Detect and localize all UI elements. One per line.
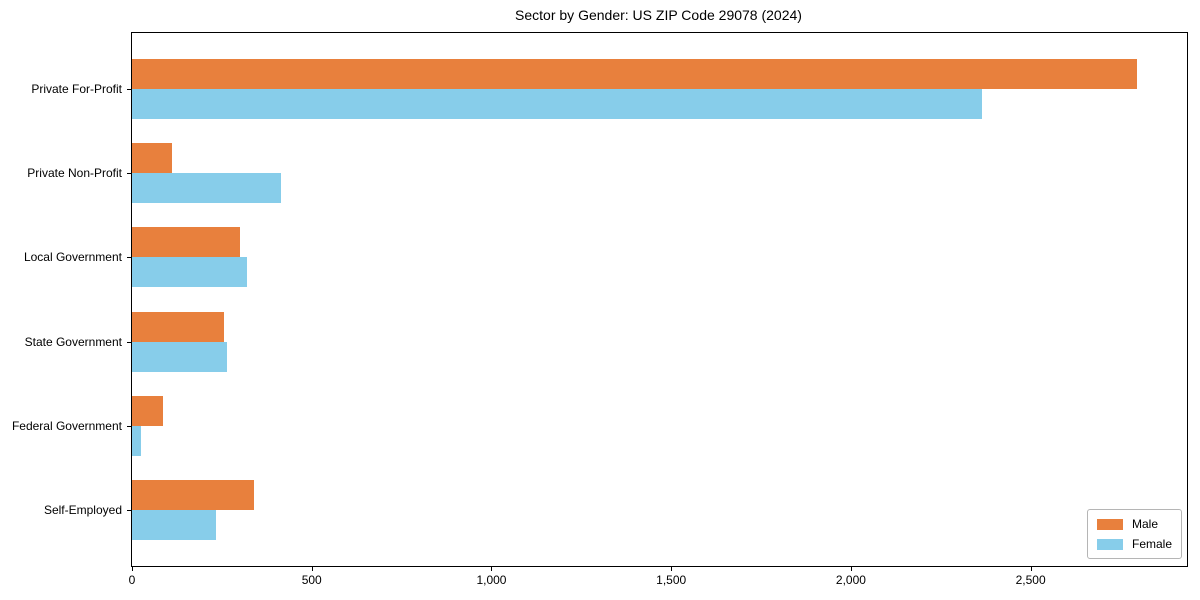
bar-male-2 — [132, 143, 172, 174]
x-tick-mark — [1030, 567, 1032, 571]
legend: Male Female — [1086, 509, 1182, 559]
y-tick-mark — [127, 341, 131, 343]
y-tick-label: Local Government — [23, 250, 122, 265]
legend-label-male: Male — [1131, 517, 1158, 531]
chart-title: Sector by Gender: US ZIP Code 29078 (202… — [515, 7, 802, 23]
x-tick-label: 0 — [128, 573, 136, 587]
x-tick-label: 2,000 — [835, 573, 866, 587]
x-tick-label: 1,000 — [476, 573, 507, 587]
y-tick-mark — [127, 257, 131, 259]
female-swatch-icon — [1096, 538, 1123, 550]
y-tick-label: Self-Employed — [43, 503, 122, 517]
bar-female-1 — [132, 89, 983, 119]
bar-male-1 — [132, 59, 1137, 89]
x-tick-mark — [491, 567, 493, 571]
y-tick-mark — [127, 173, 131, 175]
bar-female-3 — [132, 257, 248, 288]
plot-area: Male Female — [131, 32, 1188, 567]
legend-entry-female: Female — [1096, 537, 1172, 551]
bar-male-3 — [132, 227, 240, 258]
y-tick-label: Private Non-Profit — [27, 166, 122, 181]
y-tick-label: Federal Government — [11, 418, 122, 433]
x-tick-mark — [671, 567, 673, 571]
x-tick-mark — [850, 567, 852, 571]
male-swatch-icon — [1096, 518, 1123, 530]
y-tick-mark — [127, 89, 131, 90]
bar-female-5 — [132, 425, 141, 456]
bar-male-5 — [132, 395, 163, 426]
bar-male-6 — [132, 480, 255, 510]
y-tick-mark — [127, 510, 131, 511]
bar-female-2 — [132, 173, 282, 204]
legend-entry-male: Male — [1096, 517, 1172, 531]
x-tick-label: 1,500 — [656, 573, 687, 587]
y-tick-label: State Government — [24, 334, 122, 349]
x-tick-label: 500 — [301, 573, 322, 587]
x-tick-mark — [132, 567, 133, 571]
y-tick-mark — [127, 425, 131, 427]
bar-female-6 — [132, 510, 217, 540]
x-tick-mark — [311, 567, 313, 571]
x-tick-label: 2,500 — [1015, 573, 1046, 587]
y-tick-label: Private For-Profit — [31, 82, 122, 96]
bar-female-4 — [132, 341, 228, 372]
legend-label-female: Female — [1131, 537, 1172, 551]
bar-male-4 — [132, 311, 224, 342]
